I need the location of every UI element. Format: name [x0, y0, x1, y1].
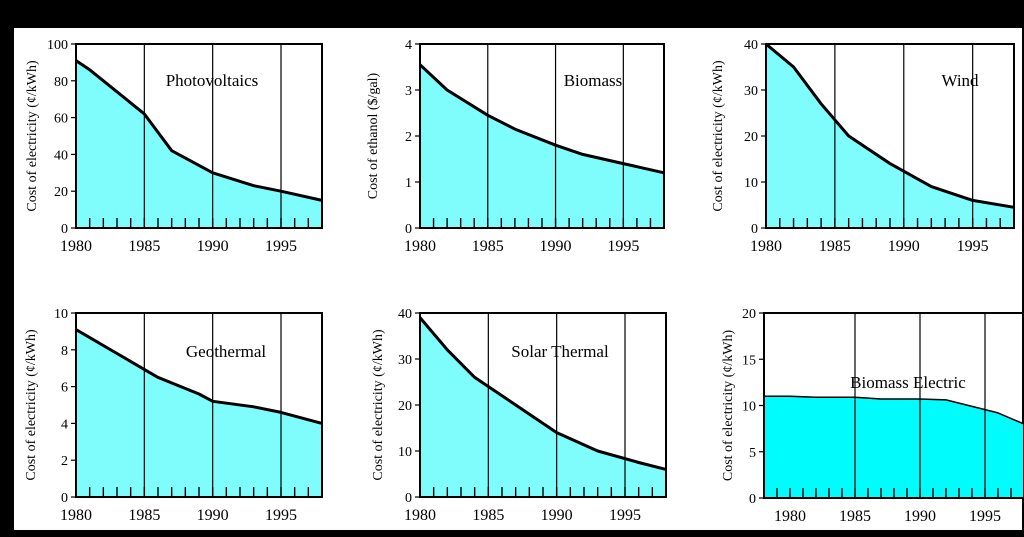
- area-fill: [766, 44, 1014, 228]
- y-tick-label: 4: [405, 38, 412, 53]
- x-tick-label: 1985: [128, 507, 160, 524]
- series-line: [75, 328, 323, 425]
- area-fill: [764, 396, 1024, 498]
- y-axis-label: Cost of electricity (¢/kWh): [25, 60, 40, 212]
- y-axis-label: Cost of electricity (¢/kWh): [24, 329, 39, 481]
- x-tick-label: 1995: [957, 238, 989, 255]
- y-axis-label: Cost of electricity (¢/kWh): [711, 60, 726, 212]
- y-axis-label: Cost of ethanol ($/gal): [366, 72, 381, 199]
- y-tick-label: 6: [61, 381, 68, 396]
- chart-panel-1: 0 20 40 60 80 100 1980 1985 1990 1995 Cost of elec…: [25, 38, 323, 255]
- x-tick-label: 1985: [472, 507, 504, 524]
- chart-panel-3: 0 10 20 30 40 1980 1985 1990 1995 Cost of electri…: [711, 38, 1015, 255]
- y-tick-label: 60: [54, 112, 68, 127]
- x-tick-label: 1980: [404, 238, 436, 255]
- x-tick-label: 1985: [819, 238, 851, 255]
- y-tick-label: 10: [398, 445, 412, 460]
- x-tick-label: 1985: [128, 238, 160, 255]
- y-tick-label: 1: [405, 176, 412, 191]
- y-tick-label: 0: [749, 492, 756, 507]
- y-tick-label: 30: [398, 353, 412, 368]
- plot-frame: [75, 312, 323, 498]
- y-tick-label: 100: [47, 38, 68, 53]
- y-tick-label: 40: [744, 38, 758, 53]
- x-tick-label: 1990: [541, 507, 573, 524]
- y-axis-label: Cost of electricity (¢/kWh): [721, 330, 736, 482]
- x-tick-label: 1995: [265, 238, 297, 255]
- y-tick-label: 2: [61, 454, 68, 469]
- area-fill: [420, 64, 664, 228]
- area-fill: [420, 317, 666, 497]
- y-tick-label: 5: [749, 446, 756, 461]
- chart-panel-5: 0 10 20 30 40 1980 1985 1990 1995 Cost of electri…: [371, 307, 667, 524]
- series-line: [418, 316, 667, 471]
- y-axis-label: Cost of electricity (¢/kWh): [371, 329, 386, 481]
- y-tick-label: 4: [61, 417, 68, 432]
- y-tick-label: 80: [54, 75, 68, 90]
- x-tick-label: 1985: [839, 508, 871, 525]
- y-tick-label: 10: [744, 176, 758, 191]
- x-tick-label: 1990: [540, 238, 572, 255]
- chart-title: Photovoltaics: [166, 71, 259, 90]
- x-tick-label: 1990: [904, 508, 936, 525]
- y-tick-label: 40: [398, 307, 412, 322]
- chart-title: Biomass Electric: [850, 373, 966, 392]
- y-tick-label: 15: [742, 353, 756, 368]
- x-tick-label: 1990: [197, 507, 229, 524]
- y-tick-label: 8: [61, 344, 68, 359]
- y-tick-label: 20: [398, 399, 412, 414]
- chart-panel-2: 0 1 2 3 4 1980 1985 1990 1995 Cost of ethanol ($/…: [366, 38, 665, 255]
- series-line: [75, 59, 323, 202]
- x-tick-label: 1980: [60, 238, 92, 255]
- chart-title: Biomass: [564, 71, 623, 90]
- chart-panel-4: 0 2 4 6 8 10 1980 1985 1990 1995 Cost of electrici…: [24, 307, 323, 524]
- series-line: [764, 395, 1024, 425]
- chart-title: Geothermal: [186, 342, 267, 361]
- y-tick-label: 2: [405, 130, 412, 145]
- y-tick-label: 0: [405, 222, 412, 237]
- x-tick-label: 1990: [197, 238, 229, 255]
- y-tick-label: 0: [751, 222, 758, 237]
- y-tick-label: 0: [405, 491, 412, 506]
- y-tick-label: 20: [742, 307, 756, 322]
- x-tick-label: 1980: [404, 507, 436, 524]
- x-tick-label: 1980: [774, 508, 806, 525]
- y-tick-label: 10: [742, 400, 756, 415]
- y-tick-label: 40: [54, 148, 68, 163]
- y-tick-label: 30: [744, 84, 758, 99]
- y-tick-label: 3: [405, 84, 412, 99]
- y-tick-label: 20: [744, 130, 758, 145]
- x-tick-label: 1995: [609, 507, 641, 524]
- chart-title: Wind: [941, 71, 979, 90]
- x-tick-label: 1995: [265, 507, 297, 524]
- series-line: [765, 42, 1015, 209]
- area-fill: [76, 329, 322, 497]
- area-fill: [76, 60, 322, 228]
- chart-title: Solar Thermal: [511, 342, 609, 361]
- series-line: [418, 63, 665, 175]
- x-tick-label: 1980: [60, 507, 92, 524]
- x-tick-label: 1985: [472, 238, 504, 255]
- plot-frame: [75, 43, 323, 229]
- y-tick-label: 10: [54, 307, 68, 322]
- chart-panel-6: 0 5 10 15 20 1980 1985 1990 1995 Cost of electric…: [721, 307, 1024, 525]
- x-tick-label: 1990: [888, 238, 920, 255]
- y-tick-label: 0: [61, 491, 68, 506]
- x-tick-label: 1995: [607, 238, 639, 255]
- y-tick-label: 0: [61, 222, 68, 237]
- x-tick-label: 1980: [750, 238, 782, 255]
- x-tick-label: 1995: [969, 508, 1001, 525]
- y-tick-label: 20: [54, 185, 68, 200]
